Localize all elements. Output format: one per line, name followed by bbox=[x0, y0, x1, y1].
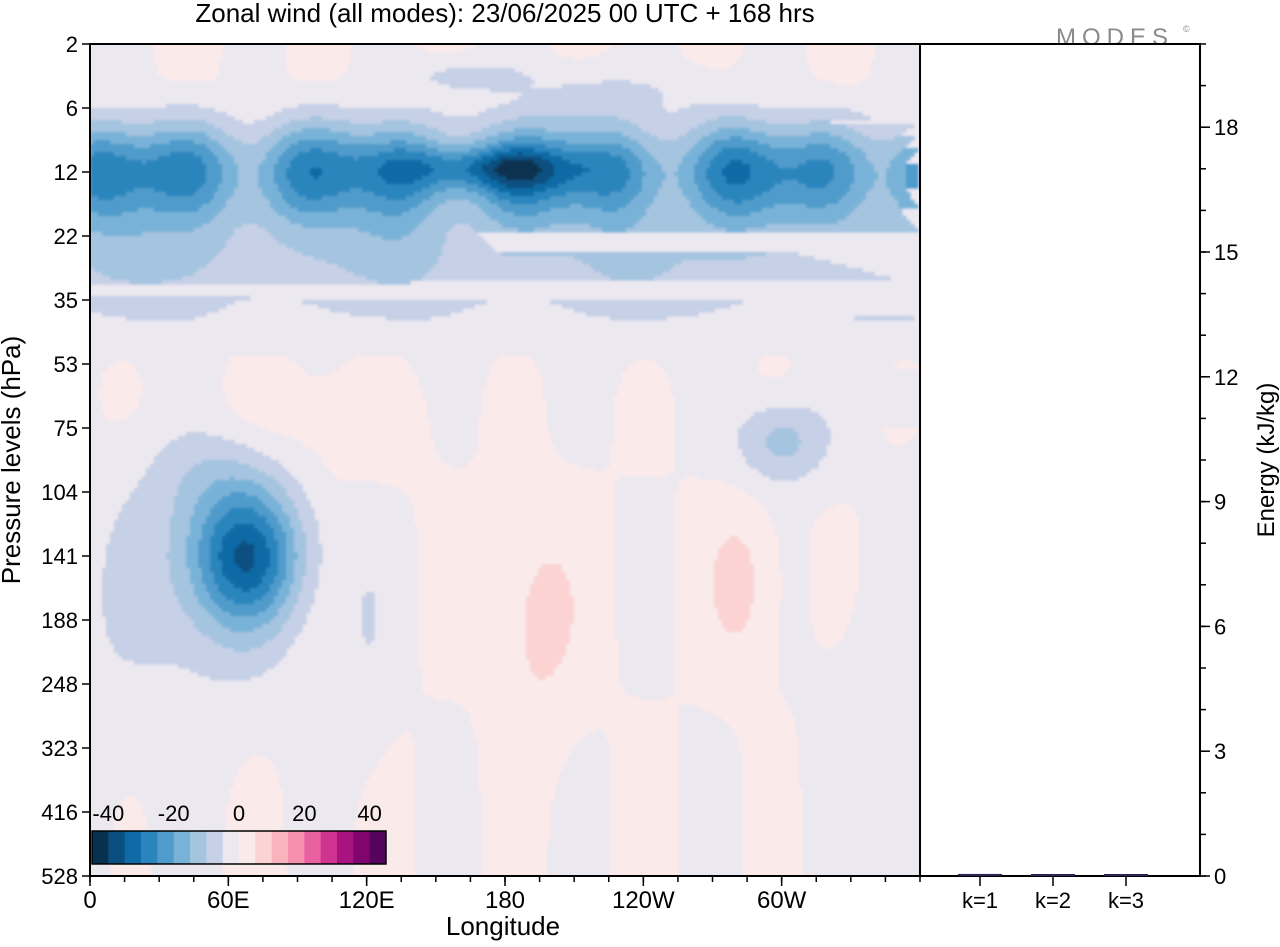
y-tick-label: 2 bbox=[66, 32, 78, 57]
y-tick-label: 248 bbox=[41, 672, 78, 697]
y-tick-label: 104 bbox=[41, 480, 78, 505]
y-tick-label: 6 bbox=[66, 96, 78, 121]
y-tick-label: 75 bbox=[54, 416, 78, 441]
colorbar-tick-label: 0 bbox=[233, 801, 245, 826]
energy-axis: 0 3 6 9 12 15 18 k=1 k=2 k=3 bbox=[962, 43, 1238, 913]
energy-category-label: k=1 bbox=[962, 888, 998, 913]
copyright-mark: © bbox=[1183, 24, 1190, 34]
colorbar-swatch bbox=[255, 831, 273, 864]
x-tick-label: 120E bbox=[339, 887, 395, 914]
energy-tick-label: 0 bbox=[1214, 864, 1226, 889]
x-tick-label: 60W bbox=[757, 887, 807, 914]
chart-title: Zonal wind (all modes): 23/06/2025 00 UT… bbox=[195, 0, 814, 28]
energy-tick-label: 9 bbox=[1214, 490, 1226, 515]
colorbar-tick-label: -40 bbox=[92, 801, 124, 826]
y-axis: 2 6 12 22 35 53 75 104 141 188 248 323 416 528 bbox=[41, 32, 90, 889]
energy-category-label: k=2 bbox=[1035, 888, 1071, 913]
energy-axis-label: Energy (kJ/kg) bbox=[1253, 383, 1280, 538]
colorbar-tick-label: 40 bbox=[357, 801, 381, 826]
colorbar-swatch bbox=[369, 831, 387, 864]
energy-tick-label: 18 bbox=[1214, 115, 1238, 140]
colorbar-swatch bbox=[271, 831, 289, 864]
energy-tick-label: 6 bbox=[1214, 614, 1226, 639]
colorbar-swatch bbox=[222, 831, 240, 864]
colorbar-swatch bbox=[320, 831, 338, 864]
energy-bars bbox=[958, 873, 1148, 876]
colorbar-swatch bbox=[288, 831, 305, 864]
colorbar-swatch bbox=[141, 831, 158, 864]
colorbar-swatch bbox=[239, 831, 256, 864]
y-axis-label: Pressure levels (hPa) bbox=[0, 336, 26, 585]
zonal-wind-field bbox=[90, 44, 920, 876]
x-axis-label: Longitude bbox=[446, 911, 560, 941]
energy-bar bbox=[1104, 874, 1148, 876]
colorbar-swatch bbox=[337, 831, 354, 864]
x-axis: 0 60E 120E 180 120W 60W bbox=[83, 876, 921, 914]
x-tick-label: 180 bbox=[485, 887, 525, 914]
energy-tick-label: 3 bbox=[1214, 739, 1226, 764]
colorbar-swatch bbox=[304, 831, 322, 864]
colorbar-swatch bbox=[206, 831, 224, 864]
colorbar-swatch bbox=[173, 831, 191, 864]
energy-panel-frame bbox=[919, 43, 1201, 877]
y-tick-label: 416 bbox=[41, 800, 78, 825]
y-tick-label: 323 bbox=[41, 736, 78, 761]
y-tick-label: 528 bbox=[41, 864, 78, 889]
colorbar-swatch bbox=[190, 831, 207, 864]
colorbar-swatch bbox=[108, 831, 126, 864]
y-tick-label: 35 bbox=[54, 288, 78, 313]
colorbar-swatch bbox=[157, 831, 175, 864]
y-tick-label: 12 bbox=[54, 160, 78, 185]
colorbar-swatch bbox=[92, 831, 109, 864]
energy-bar bbox=[958, 873, 1002, 876]
energy-bar bbox=[1031, 874, 1075, 876]
colorbar-tick-label: 20 bbox=[292, 801, 316, 826]
energy-tick-label: 12 bbox=[1214, 365, 1238, 390]
y-tick-label: 188 bbox=[41, 608, 78, 633]
x-tick-label: 0 bbox=[83, 887, 96, 914]
y-tick-label: 22 bbox=[54, 224, 78, 249]
energy-category-label: k=3 bbox=[1108, 888, 1144, 913]
x-tick-label: 120W bbox=[612, 887, 675, 914]
colorbar-swatch bbox=[124, 831, 142, 864]
colorbar-swatch bbox=[353, 831, 371, 864]
y-tick-label: 141 bbox=[41, 544, 78, 569]
energy-tick-label: 15 bbox=[1214, 240, 1238, 265]
colorbar: -40 -20 0 20 40 bbox=[91, 801, 387, 865]
colorbar-tick-label: -20 bbox=[158, 801, 190, 826]
y-tick-label: 53 bbox=[54, 352, 78, 377]
x-tick-label: 60E bbox=[207, 887, 250, 914]
